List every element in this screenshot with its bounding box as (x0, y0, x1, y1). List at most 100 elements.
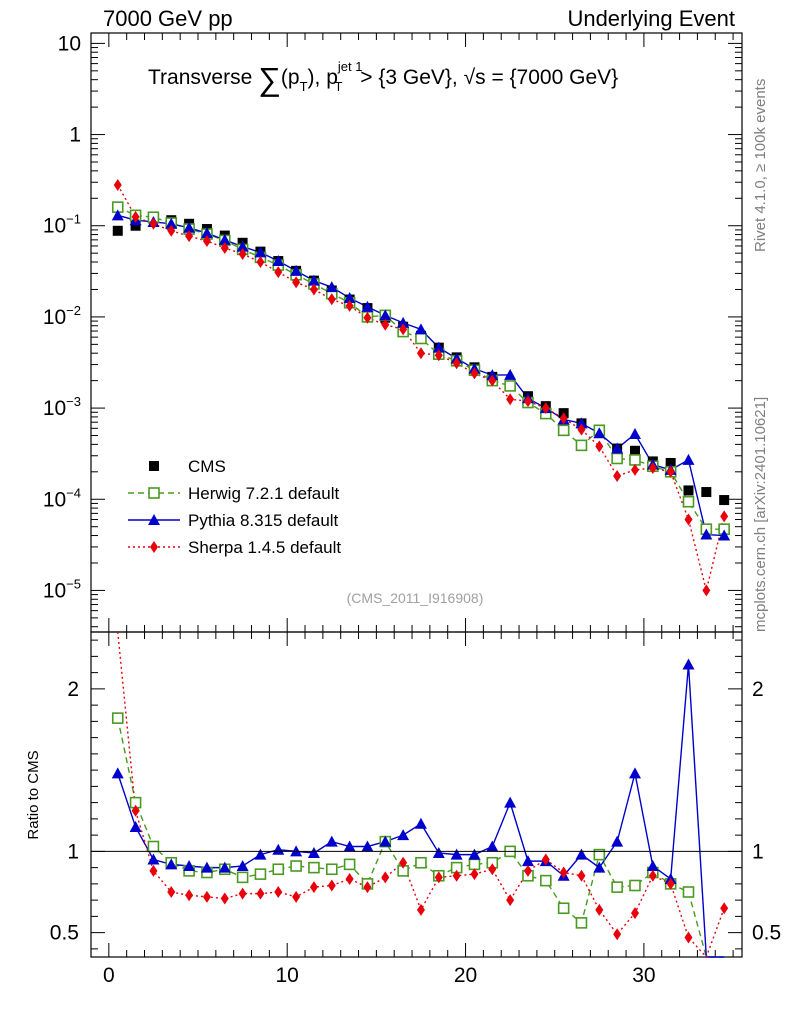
main-point-herwig (415, 332, 427, 345)
ratio-point-pythia (183, 860, 196, 871)
ratio-point-pythia (486, 840, 499, 852)
ratio-point-sherpa (327, 879, 336, 892)
ratio-point-pythia (504, 796, 517, 808)
ratio-point-pythia (432, 847, 445, 858)
ratio-point-pythia (165, 858, 178, 870)
ratio-point-sherpa (488, 863, 497, 876)
main-point-sherpa (416, 347, 425, 360)
main-point-sherpa (220, 241, 229, 254)
rivet-version-label: Rivet 4.1.0, ≥ 100k events (752, 78, 769, 252)
legend-marker-cms (149, 461, 159, 471)
ratio-point-herwig (290, 860, 302, 872)
ratio-point-pythia (628, 767, 641, 779)
main-point-sherpa (506, 393, 515, 406)
ratio-point-sherpa (238, 887, 247, 900)
ratio-point-sherpa (434, 871, 443, 884)
legend-label-sherpa: Sherpa 1.4.5 default (188, 538, 341, 557)
ratio-point-sherpa (149, 864, 158, 877)
ratio-point-herwig (254, 868, 267, 880)
ratio-point-sherpa (167, 886, 176, 898)
main-point-sherpa (292, 276, 301, 289)
main-point-pythia (254, 246, 267, 258)
main-point-cms (629, 445, 640, 456)
main-point-pythia (111, 209, 124, 221)
main-point-pythia (290, 264, 303, 276)
main-point-sherpa (452, 357, 461, 370)
ratio-point-herwig (540, 874, 552, 887)
ratio-point-herwig (325, 863, 338, 876)
main-y-tick-label: 10−1 (43, 212, 81, 238)
main-point-pythia (236, 240, 249, 252)
ratio-point-pythia (200, 861, 213, 873)
main-point-sherpa (577, 423, 586, 436)
ratio-point-pythia (450, 848, 463, 860)
main-point-sherpa (684, 513, 693, 526)
ratio-point-pythia (468, 848, 481, 860)
legend-marker-sherpa (150, 541, 158, 553)
legend: CMS Herwig 7.2.1 default Pythia 8.315 defa… (128, 457, 341, 557)
main-series-layer (111, 178, 731, 597)
ratio-point-sherpa (470, 868, 479, 881)
main-point-sherpa (666, 465, 675, 478)
main-y-tick-label: 1 (69, 124, 81, 147)
ratio-point-herwig (343, 858, 356, 871)
ratio-point-sherpa (595, 903, 604, 916)
ratio-point-pythia (646, 860, 659, 871)
ratio-point-sherpa (345, 873, 354, 885)
ratio-point-pythia (611, 835, 624, 847)
ratio-point-herwig (415, 856, 427, 869)
ratio-point-sherpa (541, 853, 550, 866)
main-point-pythia (682, 453, 695, 465)
main-point-sherpa (327, 293, 336, 306)
ratio-point-herwig (611, 881, 623, 893)
main-point-pythia (343, 292, 356, 304)
main-point-pythia (272, 255, 285, 267)
main-point-sherpa (363, 311, 372, 324)
main-point-sherpa (309, 283, 318, 296)
main-point-pythia (165, 217, 178, 229)
main-point-cms (665, 457, 676, 468)
ratio-point-sherpa (292, 890, 301, 903)
ratio-point-herwig (236, 871, 249, 884)
main-point-pythia (183, 221, 196, 233)
ratio-point-pythia (129, 821, 142, 832)
main-point-pythia (700, 528, 713, 540)
ratio-point-sherpa (363, 881, 372, 894)
ratio-y-tick-label: 2 (67, 678, 79, 701)
main-y-tick-label: 10−3 (43, 394, 81, 420)
main-point-sherpa (630, 463, 639, 476)
main-point-cms (719, 495, 730, 506)
ratio-point-sherpa (648, 869, 657, 882)
ratio-point-sherpa (559, 866, 568, 879)
ratio-point-sherpa (684, 931, 693, 944)
ratio-y-tick-label-right: 2 (752, 678, 764, 701)
x-axis-ticks: 0 10 20 30 (90, 33, 734, 987)
main-point-sherpa (345, 299, 354, 312)
ratio-point-sherpa (399, 856, 408, 869)
main-point-pythia (414, 323, 427, 335)
ratio-y-tick-label: 0.5 (50, 922, 79, 945)
main-point-cms (683, 485, 694, 496)
main-point-sherpa (256, 256, 265, 269)
ratio-point-herwig (111, 712, 124, 724)
legend-marker-herwig (148, 487, 160, 499)
ratio-point-pythia (272, 843, 285, 855)
main-point-pythia (486, 369, 499, 381)
main-point-pythia (325, 281, 338, 293)
ratio-point-sherpa (256, 887, 265, 900)
main-point-pythia (361, 300, 374, 312)
ratio-point-sherpa (613, 928, 622, 941)
main-point-sherpa (559, 412, 568, 425)
main-point-sherpa (131, 210, 140, 223)
ratio-point-pythia (379, 835, 392, 847)
main-y-tick-label: 10−5 (43, 576, 81, 602)
ratio-point-pythia (521, 855, 534, 867)
analysis-id: (CMS_2011_I916908) (347, 590, 484, 606)
ratio-point-herwig (557, 902, 570, 915)
ratio-point-herwig (272, 863, 285, 876)
ratio-point-herwig (682, 886, 695, 898)
main-point-pythia (718, 529, 731, 541)
ratio-point-sherpa (185, 889, 194, 902)
main-point-sherpa (238, 247, 247, 260)
